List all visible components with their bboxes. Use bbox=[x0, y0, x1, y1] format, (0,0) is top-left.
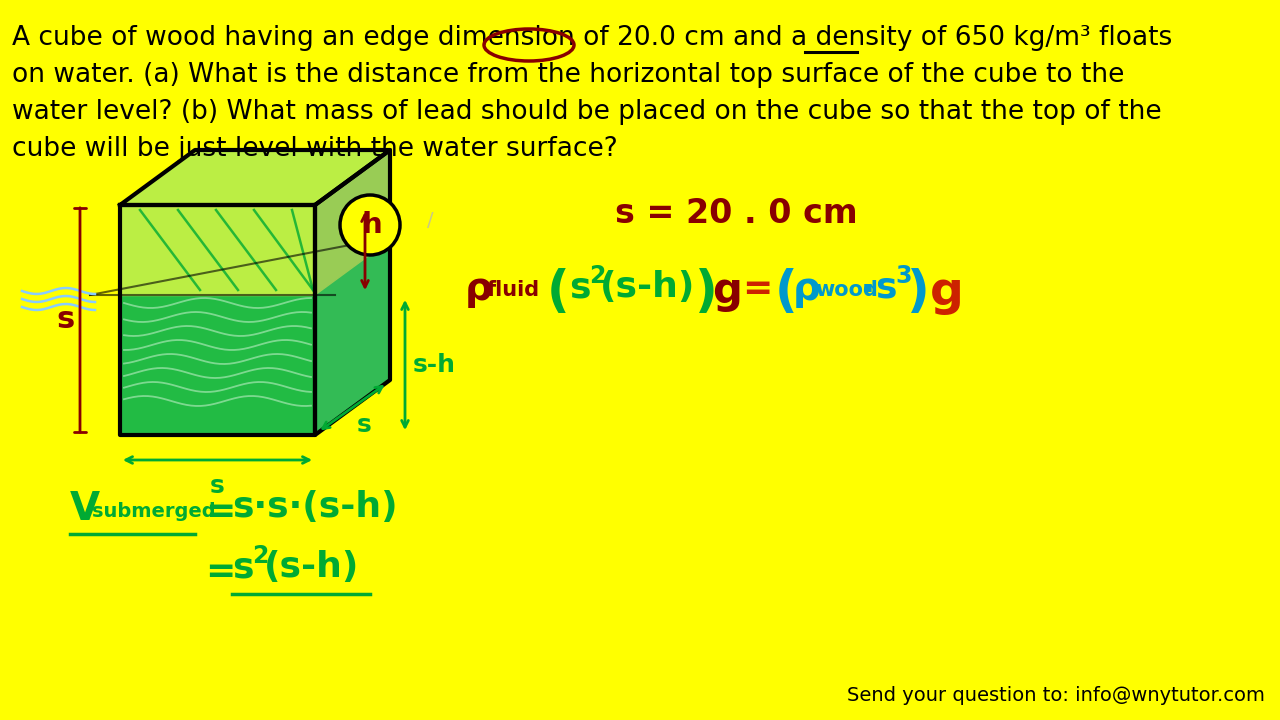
Text: =: = bbox=[205, 555, 236, 589]
Text: s·s·(s-h): s·s·(s-h) bbox=[232, 490, 398, 524]
Text: (s-h): (s-h) bbox=[264, 550, 360, 584]
Text: ): ) bbox=[695, 268, 718, 316]
Text: V: V bbox=[70, 490, 100, 528]
Text: fluid: fluid bbox=[486, 280, 540, 300]
Text: submerged: submerged bbox=[92, 502, 215, 521]
Text: ρ: ρ bbox=[465, 270, 493, 308]
Text: ·: · bbox=[860, 270, 876, 312]
Text: s: s bbox=[570, 270, 590, 304]
Text: s-h: s-h bbox=[413, 353, 456, 377]
Text: s = 20 . 0 cm: s = 20 . 0 cm bbox=[614, 197, 858, 230]
Text: Send your question to: info@wnytutor.com: Send your question to: info@wnytutor.com bbox=[847, 686, 1265, 705]
Text: 3: 3 bbox=[895, 264, 911, 288]
Polygon shape bbox=[120, 205, 315, 295]
Text: ): ) bbox=[908, 268, 929, 316]
Text: (: ( bbox=[774, 268, 797, 316]
Text: =: = bbox=[742, 272, 772, 306]
Text: s: s bbox=[357, 413, 371, 437]
Text: cube will be just level with the water surface?: cube will be just level with the water s… bbox=[12, 136, 618, 162]
Text: 2: 2 bbox=[252, 544, 269, 568]
Text: 2: 2 bbox=[589, 264, 605, 288]
Text: (: ( bbox=[547, 268, 570, 316]
Text: g: g bbox=[712, 270, 742, 312]
Text: g: g bbox=[931, 270, 964, 315]
Text: s: s bbox=[210, 474, 224, 498]
Text: /: / bbox=[426, 210, 434, 230]
Text: (s-h): (s-h) bbox=[600, 270, 695, 304]
Polygon shape bbox=[120, 295, 315, 435]
Polygon shape bbox=[315, 240, 390, 435]
Text: s: s bbox=[876, 270, 896, 304]
Text: ρ: ρ bbox=[794, 270, 820, 308]
Polygon shape bbox=[315, 150, 390, 295]
Text: s: s bbox=[56, 305, 76, 335]
Text: =: = bbox=[205, 495, 236, 529]
Text: water level? (b) What mass of lead should be placed on the cube so that the top : water level? (b) What mass of lead shoul… bbox=[12, 99, 1162, 125]
Text: wood: wood bbox=[815, 280, 878, 300]
Text: A cube of wood having an edge dimension of 20.0 cm and a density of 650 kg/m³ fl: A cube of wood having an edge dimension … bbox=[12, 25, 1172, 51]
Text: h: h bbox=[362, 211, 383, 239]
Circle shape bbox=[340, 195, 399, 255]
Text: on water. (a) What is the distance from the horizontal top surface of the cube t: on water. (a) What is the distance from … bbox=[12, 62, 1124, 88]
Text: s: s bbox=[232, 550, 253, 584]
Polygon shape bbox=[120, 150, 390, 205]
